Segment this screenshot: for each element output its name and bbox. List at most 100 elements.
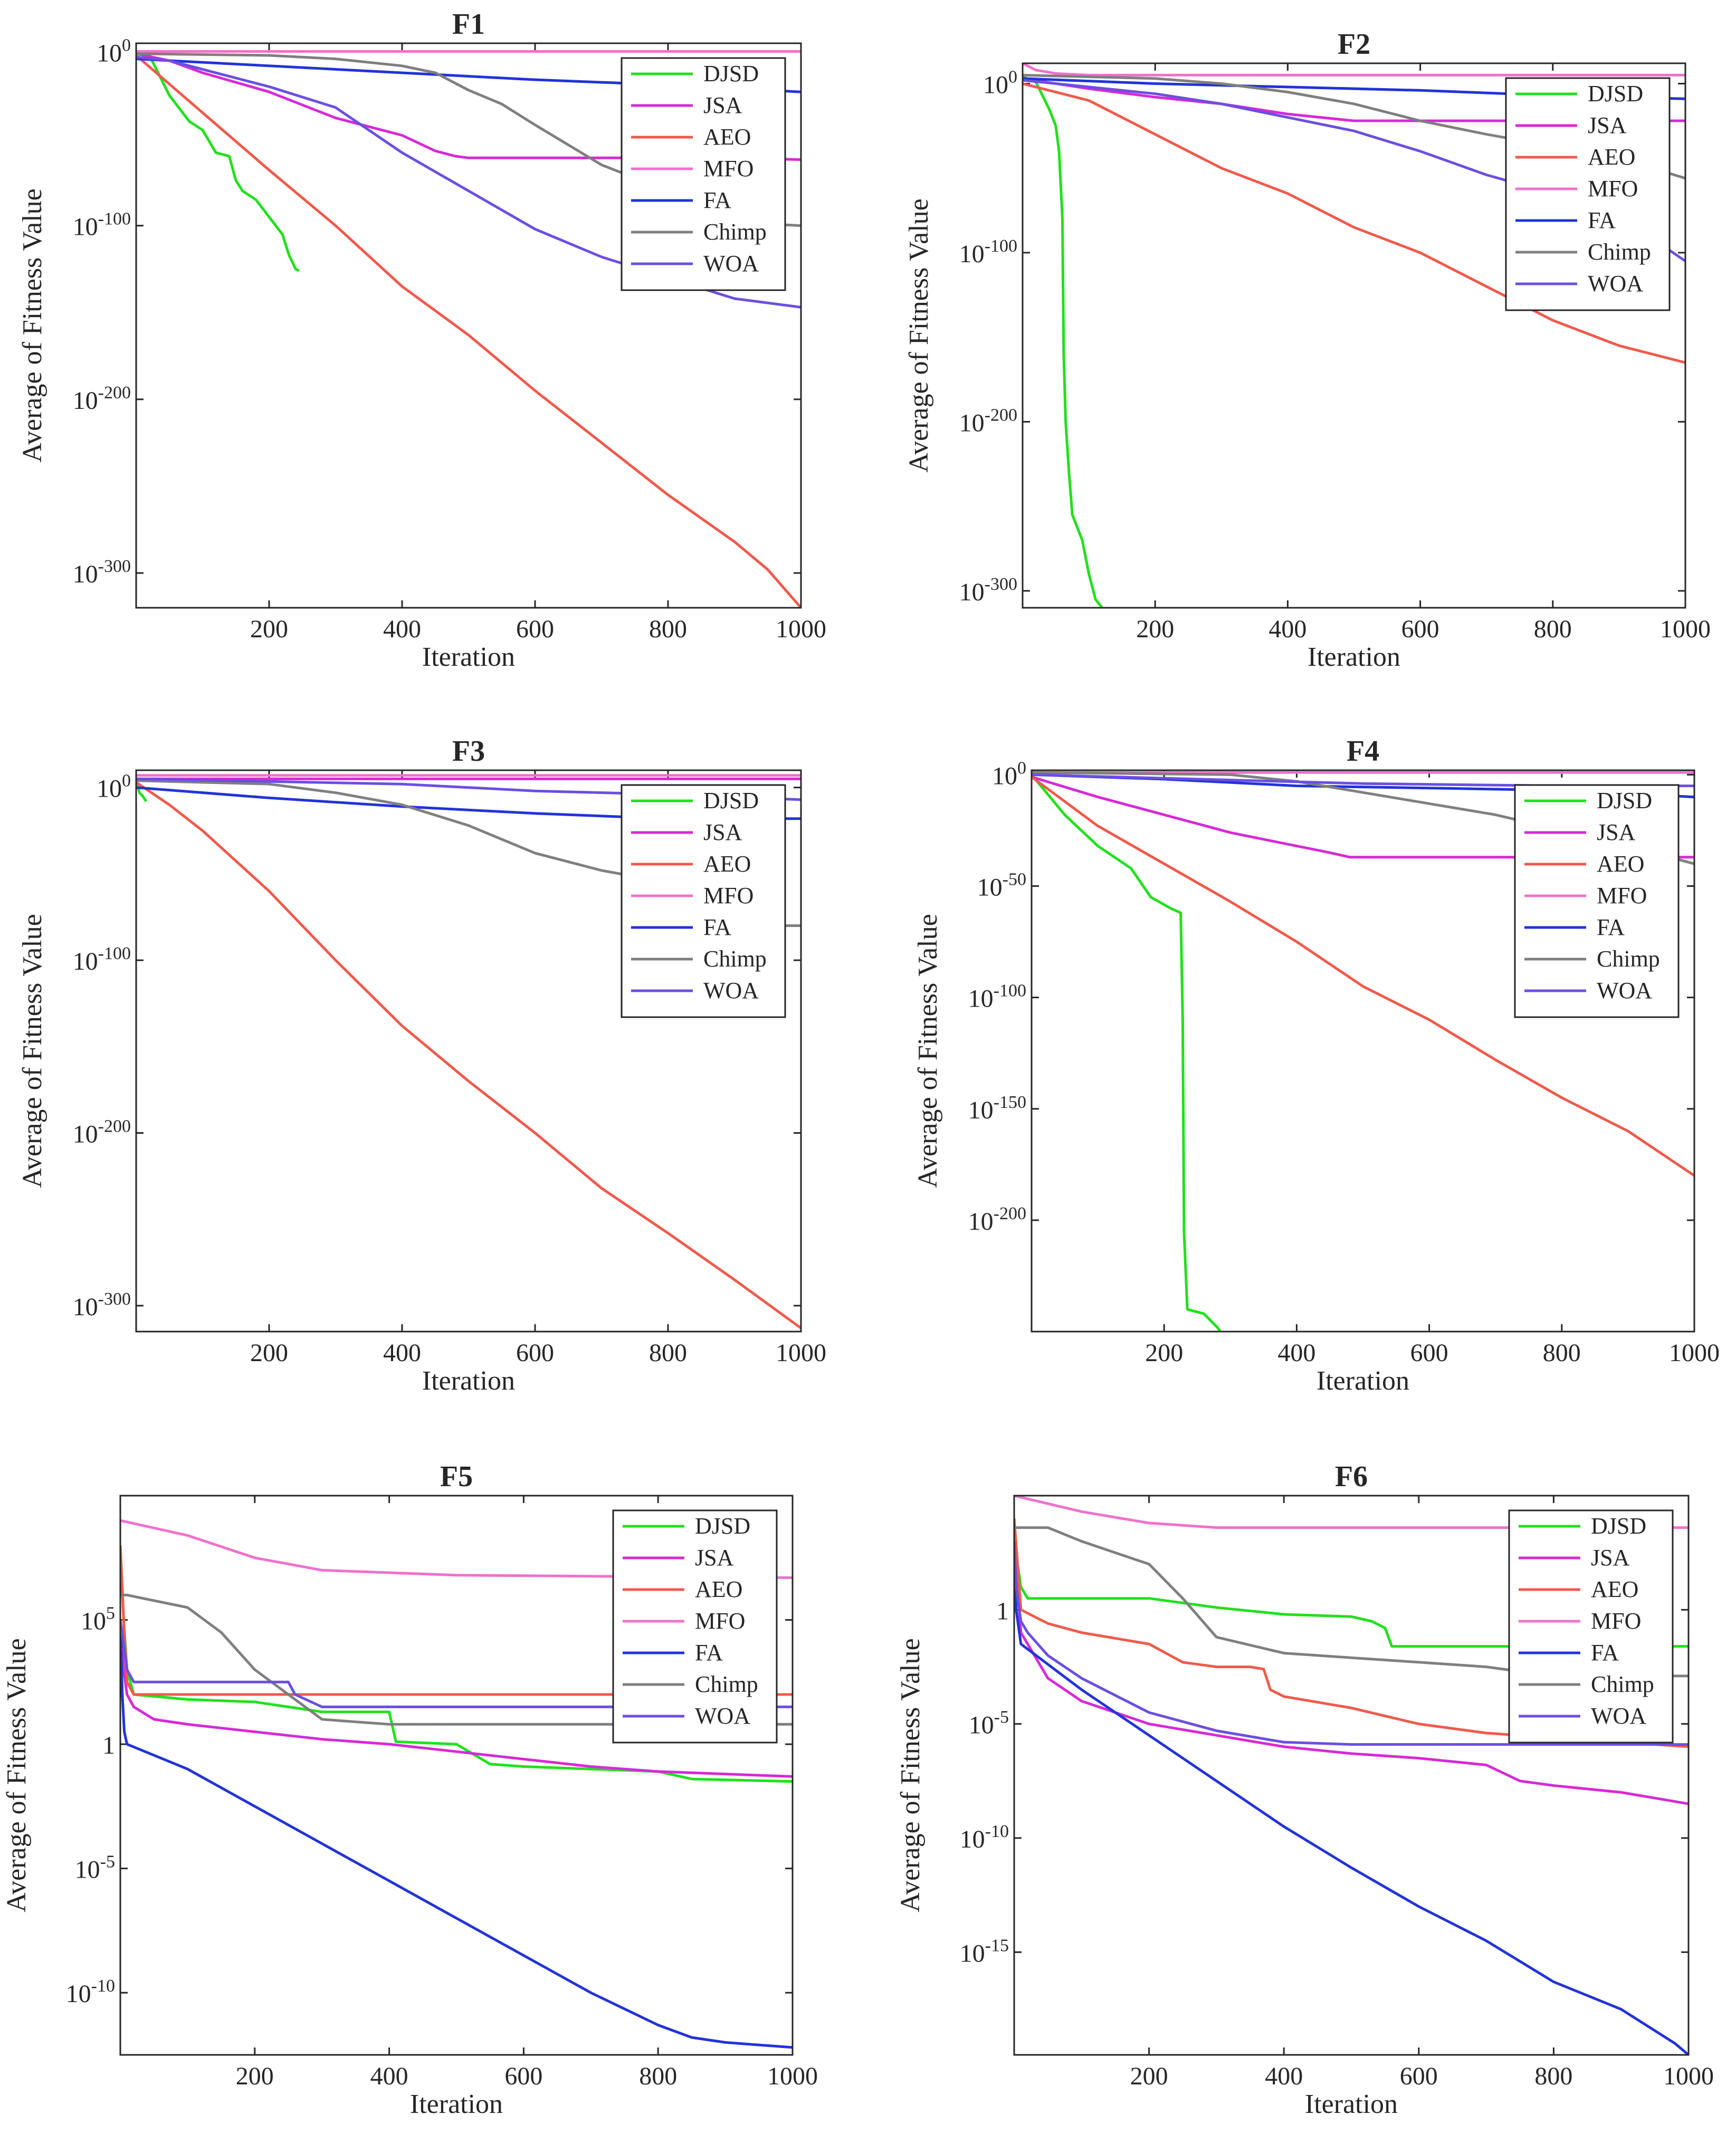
x-tick-label: 600 — [1400, 2062, 1438, 2090]
legend-label-djsd: DJSD — [1588, 81, 1643, 107]
y-tick-label: 1 — [996, 1597, 1009, 1625]
y-tick-label: 10-300 — [73, 1289, 131, 1321]
legend-label-mfo: MFO — [1591, 1608, 1641, 1634]
y-tick-label: 105 — [81, 1604, 115, 1635]
series-line-djsd — [136, 778, 148, 802]
legend-box — [621, 57, 786, 291]
series-line-fa — [120, 1620, 793, 2049]
series-line-aeo — [1014, 1518, 1689, 1748]
plot-frame — [1022, 62, 1686, 609]
x-tick-label: 1000 — [776, 615, 826, 643]
legend-label-djsd: DJSD — [1591, 1513, 1646, 1539]
legend-label-chimp: Chimp — [695, 1671, 758, 1697]
legend-label-djsd: DJSD — [695, 1513, 750, 1539]
series-line-chimp — [1014, 1526, 1689, 1678]
x-tick-label: 800 — [649, 1339, 687, 1367]
legend-label-mfo: MFO — [703, 156, 753, 181]
legend-label-jsa: JSA — [703, 92, 742, 118]
legend-label-aeo: AEO — [1588, 144, 1635, 170]
series-line-aeo — [136, 54, 801, 608]
x-axis-label: Iteration — [1308, 642, 1400, 672]
x-axis-label: Iteration — [422, 1366, 515, 1396]
plot-frame — [119, 1495, 794, 2056]
y-axis-label: Average of Fitness Value — [2, 1638, 32, 1912]
legend-label-fa: FA — [703, 914, 731, 940]
y-tick-label: 10-10 — [960, 1822, 1009, 1853]
legend-label-chimp: Chimp — [1597, 946, 1660, 972]
legend-label-fa: FA — [1597, 914, 1625, 940]
y-axis-label: Average of Fitness Value — [17, 188, 47, 462]
y-tick-label: 1 — [102, 1731, 115, 1759]
series-line-aeo — [136, 781, 801, 1329]
x-tick-label: 600 — [1401, 615, 1439, 643]
x-tick-label: 1000 — [776, 1339, 826, 1367]
legend-label-djsd: DJSD — [703, 788, 759, 814]
chart-panel-f2: F2 200 400 600 800 1000 100 10-100 10-200 10-300 I… — [904, 28, 1711, 672]
x-tick-label: 600 — [1410, 1339, 1448, 1367]
chart-title: F4 — [1347, 735, 1379, 768]
legend-label-jsa: JSA — [695, 1545, 734, 1571]
series-line-mfo — [1014, 1496, 1689, 1529]
legend-label-jsa: JSA — [703, 819, 742, 845]
legend-label-aeo: AEO — [695, 1576, 742, 1602]
legend-label-fa: FA — [695, 1640, 723, 1666]
plot-frame — [135, 769, 802, 1333]
legend-box — [1505, 77, 1671, 311]
series-line-jsa — [1032, 776, 1694, 859]
x-tick-label: 600 — [504, 2062, 542, 2090]
y-tick-label: 100 — [97, 771, 131, 803]
series-group — [1014, 1496, 1689, 2055]
x-tick-label: 200 — [250, 1339, 288, 1367]
chart-title: F5 — [440, 1460, 473, 1493]
y-axis-label: Average of Fitness Value — [904, 198, 934, 472]
legend-label-mfo: MFO — [703, 883, 753, 908]
x-tick-label: 200 — [1136, 615, 1174, 643]
x-axis-label: Iteration — [1317, 1366, 1409, 1396]
x-axis-label: Iteration — [422, 642, 515, 672]
series-line-djsd — [1032, 773, 1222, 1332]
x-tick-label: 400 — [1265, 2062, 1303, 2090]
chart-title: F6 — [1335, 1460, 1368, 1493]
series-group — [120, 1519, 793, 2049]
y-tick-label: 10-5 — [969, 1708, 1009, 1739]
legend-label-fa: FA — [1591, 1640, 1619, 1666]
legend-box — [1508, 1509, 1674, 1744]
series-line-aeo — [1032, 776, 1694, 1177]
x-tick-label: 600 — [516, 615, 554, 643]
series-line-mfo — [120, 1519, 793, 1579]
legend-label-chimp: Chimp — [703, 946, 767, 972]
legend-label-chimp: Chimp — [1588, 239, 1651, 265]
x-tick-label: 1000 — [1669, 1339, 1720, 1367]
legend-label-jsa: JSA — [1588, 112, 1627, 138]
x-tick-label: 800 — [1534, 615, 1572, 643]
legend-label-mfo: MFO — [695, 1608, 745, 1634]
x-axis-label: Iteration — [1305, 2089, 1398, 2119]
legend-label-chimp: Chimp — [703, 219, 767, 245]
plot-frame — [1013, 1495, 1690, 2056]
legend-box — [612, 1509, 778, 1744]
y-tick-label: 10-100 — [73, 944, 131, 975]
y-tick-label: 100 — [992, 758, 1026, 790]
series-line-fa — [1014, 1541, 1689, 2055]
legend-label-woa: WOA — [1588, 271, 1643, 296]
y-tick-label: 100 — [983, 67, 1017, 99]
legend-label-djsd: DJSD — [703, 61, 759, 87]
legend-label-aeo: AEO — [1591, 1576, 1638, 1602]
series-line-jsa — [120, 1620, 793, 1778]
x-tick-label: 1000 — [1660, 615, 1711, 643]
y-tick-label: 10-50 — [977, 870, 1026, 902]
x-tick-label: 400 — [1268, 615, 1306, 643]
chart-panel-f1: F1 200 400 600 800 1000 100 10-100 10-200 10-300 I… — [17, 8, 826, 672]
legend-label-aeo: AEO — [703, 124, 751, 150]
series-line-woa — [1032, 773, 1694, 788]
x-tick-label: 800 — [639, 2062, 677, 2090]
legend-label-djsd: DJSD — [1597, 788, 1652, 814]
legend-label-fa: FA — [703, 187, 731, 213]
legend-label-aeo: AEO — [703, 851, 751, 877]
y-tick-label: 10-150 — [968, 1093, 1026, 1124]
chart-title: F3 — [452, 735, 485, 768]
series-line-mfo — [1023, 63, 1685, 76]
chart-title: F2 — [1338, 28, 1370, 61]
legend-label-aeo: AEO — [1597, 851, 1644, 877]
y-tick-label: 100 — [97, 35, 131, 67]
